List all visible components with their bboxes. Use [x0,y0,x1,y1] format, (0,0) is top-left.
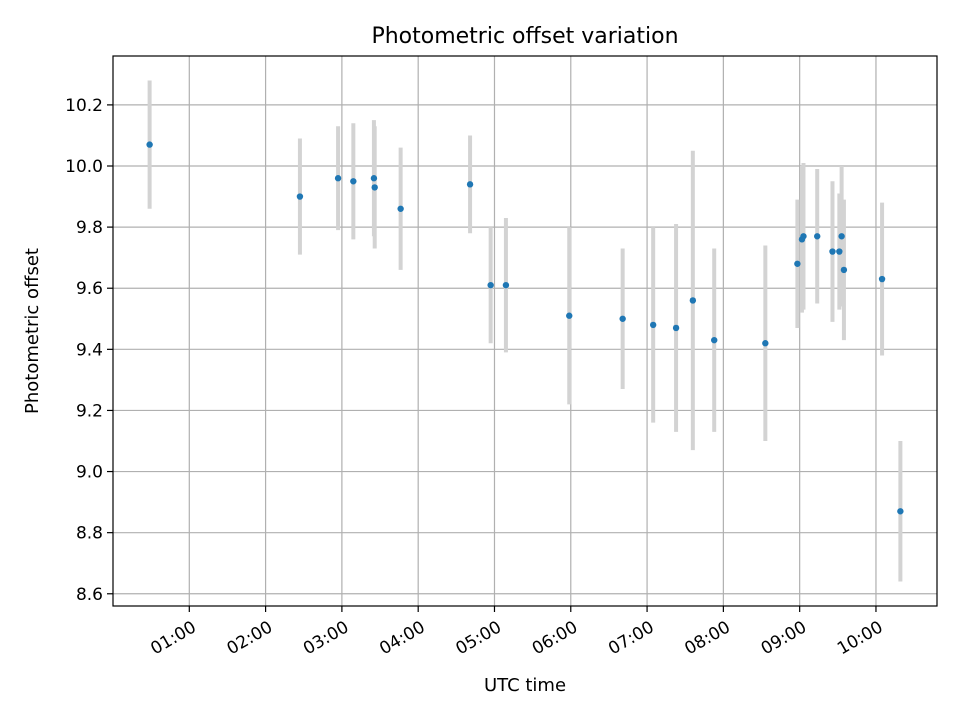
y-tick-label: 10.0 [65,157,103,177]
y-tick-label: 9.4 [76,340,103,360]
y-tick-label: 9.2 [76,401,103,421]
data-point [829,248,836,255]
x-tick-label: 07:00 [605,617,657,659]
data-point [502,281,510,289]
error-bars [147,80,903,582]
data-point [672,324,680,332]
plot-frame [112,55,938,607]
data-point [814,233,821,240]
data-point [466,181,474,188]
x-tick-label: 09:00 [758,617,810,659]
data-point [370,175,378,182]
x-tick-label: 02:00 [224,617,276,659]
data-point [840,266,848,274]
data-point [566,312,573,319]
x-tick-label: 06:00 [529,617,581,659]
y-tick-label: 10.2 [65,96,103,116]
data-points [146,141,904,515]
x-tick-label: 10:00 [834,617,886,659]
data-point [689,297,697,304]
data-point [334,175,342,182]
x-tick-label: 01:00 [147,617,199,659]
y-tick-label: 9.0 [76,463,103,483]
data-point [397,205,404,212]
y-tick-label: 8.8 [76,524,103,544]
data-point [296,193,304,200]
data-point [897,508,904,515]
data-point [711,336,718,344]
y-tick-label: 9.6 [76,279,103,299]
x-tick-label: 05:00 [453,617,505,659]
x-axis: 01:00 02:00 03:00 04:00 05:00 06:00 07:00 08:00… [147,606,886,659]
chart-title: Photometric offset variation [371,24,678,49]
data-point [350,178,357,185]
data-point [836,248,843,255]
data-point [146,141,153,148]
data-point [619,315,626,322]
grid-lines [113,56,937,606]
data-point [762,340,769,347]
data-point [878,275,886,283]
data-point [371,184,378,191]
data-point [838,233,845,240]
x-tick-label: 03:00 [300,617,352,659]
y-tick-label: 8.6 [76,585,103,605]
x-tick-label: 04:00 [376,617,428,659]
data-point [649,321,657,329]
x-axis-label: UTC time [484,675,566,696]
data-point [800,233,807,240]
y-tick-label: 9.8 [76,218,103,238]
y-axis-label: Photometric offset [22,248,43,414]
y-axis: 8.6 8.8 9.0 9.2 9.4 9.6 9.8 10.0 10.2 [65,96,113,605]
data-point [487,281,494,289]
data-point [794,260,801,267]
x-tick-label: 08:00 [681,617,733,659]
